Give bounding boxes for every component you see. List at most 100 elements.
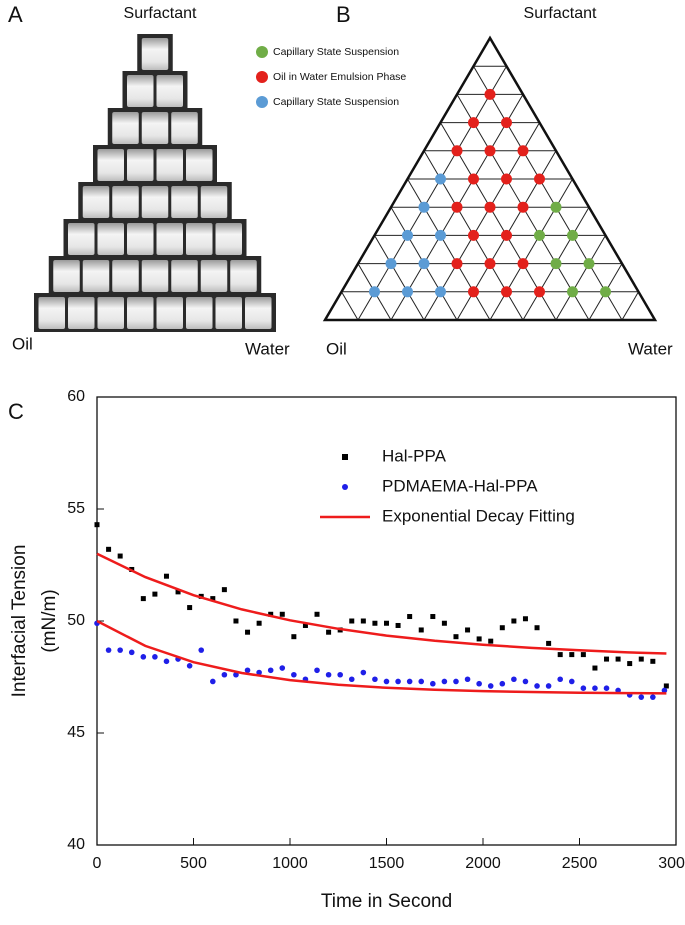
x-tick-label: 1000 xyxy=(272,855,308,872)
data-point xyxy=(534,625,540,631)
data-point xyxy=(140,654,147,660)
vial xyxy=(112,186,139,218)
vial xyxy=(141,260,169,292)
phase-point xyxy=(501,229,512,241)
phase-point xyxy=(418,258,430,270)
legend-label: Capillary State Suspension xyxy=(273,96,399,108)
fit-line xyxy=(96,552,667,695)
data-point xyxy=(314,667,320,674)
phase-point xyxy=(567,229,578,241)
phase-point xyxy=(501,286,512,298)
legend-marker xyxy=(256,46,268,58)
data-point xyxy=(627,661,633,667)
data-point xyxy=(233,618,239,624)
phase-point xyxy=(402,229,413,241)
data-point xyxy=(418,678,425,685)
x-tick-label: 1500 xyxy=(369,855,405,872)
x-tick-label: 500 xyxy=(180,855,207,872)
legend-marker xyxy=(256,96,268,108)
data-point xyxy=(569,652,575,658)
data-point xyxy=(557,652,563,658)
vial xyxy=(82,186,110,218)
data-point xyxy=(210,678,216,685)
panel-label: A xyxy=(8,2,23,27)
data-point xyxy=(337,671,343,678)
phase-point xyxy=(435,173,446,185)
vertex-label: Oil xyxy=(326,339,347,358)
vial xyxy=(156,75,183,107)
data-point xyxy=(453,678,459,685)
vial xyxy=(53,260,80,292)
y-tick-label: 40 xyxy=(67,836,85,853)
panel-label: B xyxy=(336,2,351,27)
data-point xyxy=(372,620,378,626)
vial xyxy=(200,186,228,218)
y-tick-label: 45 xyxy=(67,724,85,741)
phase-point xyxy=(600,286,611,298)
data-point xyxy=(615,656,621,662)
vertex-label: Water xyxy=(245,339,290,358)
phase-point xyxy=(583,258,595,270)
data-point xyxy=(441,678,448,685)
phase-point xyxy=(435,229,446,241)
data-point xyxy=(163,573,169,579)
phase-point xyxy=(534,173,545,185)
phase-point xyxy=(550,201,562,213)
data-point xyxy=(638,694,645,700)
data-point xyxy=(604,656,610,662)
vial xyxy=(127,75,154,107)
phase-point xyxy=(451,258,463,270)
y-axis-label: (mN/m) xyxy=(39,589,60,652)
panel-label: C xyxy=(8,399,24,424)
phase-point xyxy=(567,286,578,298)
phase-point xyxy=(435,286,446,298)
x-tick-label: 0 xyxy=(93,855,102,872)
data-point xyxy=(128,649,135,656)
data-point xyxy=(580,685,587,691)
data-point xyxy=(349,618,355,624)
data-point xyxy=(650,694,656,700)
data-point xyxy=(314,611,320,617)
triangle xyxy=(322,35,658,322)
grid-line xyxy=(357,65,507,321)
phase-point xyxy=(468,173,479,185)
legend-marker xyxy=(342,484,348,490)
data-point xyxy=(418,627,424,633)
legend-marker xyxy=(342,454,348,460)
grid-line xyxy=(407,178,491,321)
data-point xyxy=(476,680,482,687)
vial xyxy=(171,112,198,144)
vial xyxy=(186,223,213,255)
phase-point xyxy=(517,201,529,213)
data-point xyxy=(210,596,216,602)
data-point xyxy=(279,611,285,617)
data-point xyxy=(592,665,598,671)
data-point xyxy=(511,676,517,683)
data-point xyxy=(650,658,656,664)
data-point xyxy=(430,680,436,687)
vial xyxy=(171,186,198,218)
data-point xyxy=(546,640,552,646)
vial xyxy=(200,260,228,292)
data-point xyxy=(453,634,459,640)
phase-point xyxy=(402,286,413,298)
phase-point xyxy=(534,286,545,298)
vial xyxy=(97,223,124,255)
data-point xyxy=(522,678,529,685)
phase-point xyxy=(451,145,463,157)
phase-point xyxy=(501,117,512,129)
grid-line xyxy=(489,178,573,321)
data-point xyxy=(198,647,205,653)
data-point xyxy=(186,663,193,669)
vial xyxy=(82,260,110,292)
data-point xyxy=(291,671,297,678)
vertex-label: Water xyxy=(628,339,673,358)
data-point xyxy=(256,669,262,676)
x-tick-label: 3000 xyxy=(658,855,685,872)
phase-point xyxy=(468,229,479,241)
data-point xyxy=(279,665,286,671)
data-point xyxy=(488,638,494,644)
x-axis-label: Time in Second xyxy=(321,891,452,912)
legend-label: Exponential Decay Fitting xyxy=(382,506,575,525)
data-point xyxy=(221,587,227,593)
